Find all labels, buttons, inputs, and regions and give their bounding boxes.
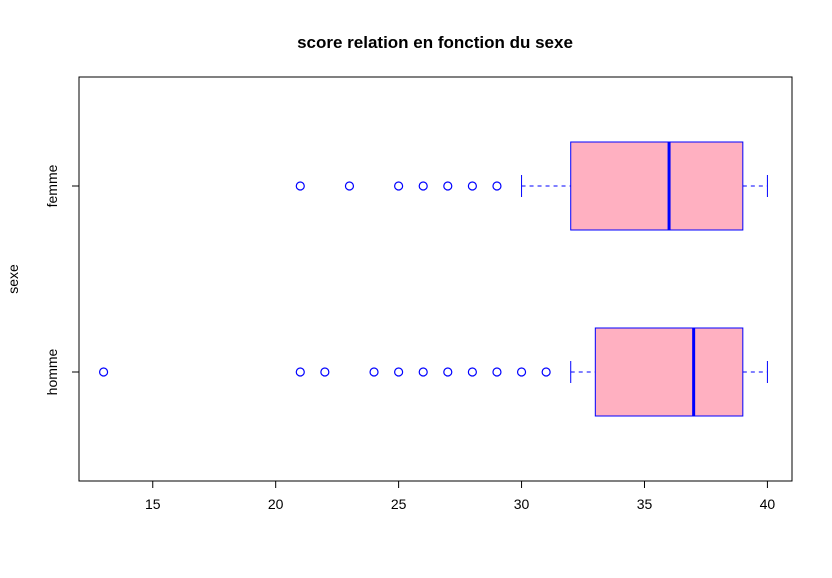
outlier-point [418,181,428,191]
outlier-point [492,181,502,191]
outlier-point [394,367,404,377]
outlier-point [443,181,453,191]
x-tick-label: 25 [391,496,407,512]
y-tick-label-homme: homme [44,348,60,395]
outlier-point [295,367,305,377]
plot-frame [78,76,793,482]
x-tick-label: 40 [760,496,776,512]
outlier-point [394,181,404,191]
box-iqr [570,141,744,231]
box-femme [295,141,768,231]
y-tick-label-femme: femme [44,164,60,207]
outlier-point [369,367,379,377]
outlier-point [295,181,305,191]
outlier-point [492,367,502,377]
outlier-point [418,367,428,377]
outlier-point [443,367,453,377]
chart-title: score relation en fonction du sexe [297,33,573,52]
x-axis: 15 20 25 30 35 40 [145,480,776,512]
y-axis: homme femme [44,164,80,395]
outlier-point [516,367,527,377]
x-tick-label: 30 [514,496,530,512]
box-iqr [594,327,744,417]
outlier-point [467,367,477,377]
outlier-point [344,181,355,191]
y-axis-label: sexe [5,264,21,294]
x-tick-label: 15 [145,496,161,512]
x-tick-label: 20 [268,496,284,512]
outlier-point [467,181,477,191]
outlier-point [98,367,109,377]
outlier-point [541,367,551,377]
x-tick-label: 35 [637,496,653,512]
outlier-point [320,367,330,377]
boxes [98,141,768,417]
box-homme [98,327,768,417]
